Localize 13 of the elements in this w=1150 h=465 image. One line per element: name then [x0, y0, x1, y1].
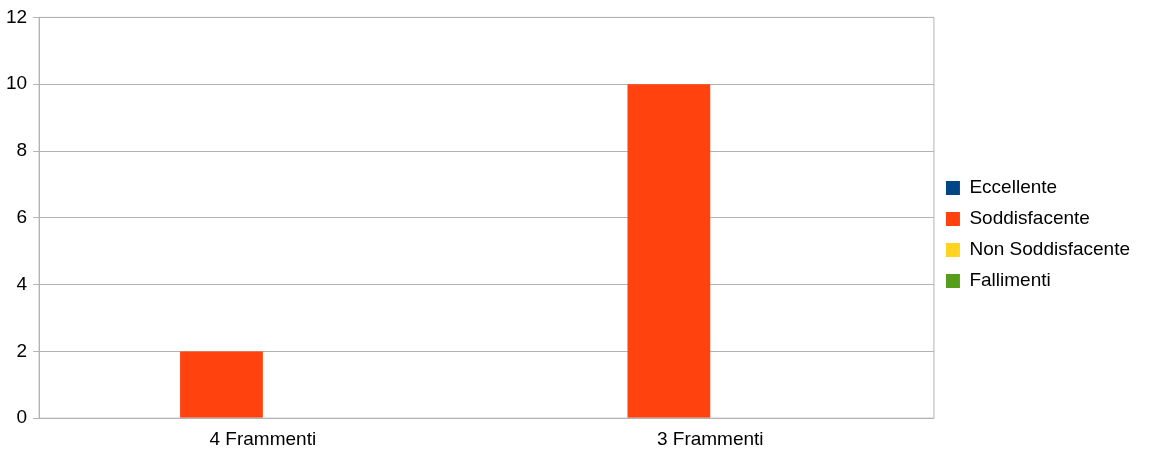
legend-label: Eccellente [969, 176, 1058, 198]
legend-label: Non Soddisfacente [969, 238, 1131, 260]
y-tick-label: 2 [16, 339, 28, 361]
y-tick-label: 12 [5, 5, 28, 27]
y-tick-label: 6 [16, 206, 28, 228]
y-tick-label: 10 [5, 72, 28, 94]
y-tick-label: 0 [16, 406, 28, 428]
y-tick-label: 4 [16, 272, 28, 294]
x-tick-label: 4 Frammenti [209, 427, 317, 449]
y-tick-label: 8 [16, 139, 28, 161]
legend-label: Soddisfacente [969, 207, 1090, 229]
x-tick-label: 3 Frammenti [656, 427, 764, 449]
legend-label: Fallimenti [969, 269, 1051, 291]
